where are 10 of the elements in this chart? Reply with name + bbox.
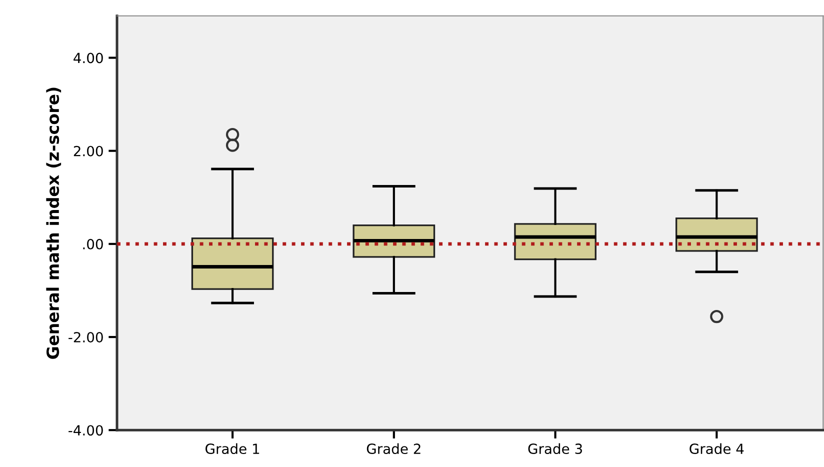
y-tick-label: -4.00	[68, 425, 103, 436]
y-tick-label: -2.00	[68, 332, 103, 342]
y-tick-label: 2.00	[74, 146, 103, 156]
y-axis-title: General math index (z-score)	[46, 88, 62, 359]
y-tick-label: .00	[83, 238, 103, 250]
x-tick-label: Grade 1	[206, 443, 260, 454]
x-tick-label: Grade 3	[528, 443, 582, 454]
x-tick-label: Grade 2	[366, 443, 420, 454]
x-tick-label: Grade 4	[690, 443, 744, 454]
y-tick-label: 4.00	[74, 52, 103, 64]
